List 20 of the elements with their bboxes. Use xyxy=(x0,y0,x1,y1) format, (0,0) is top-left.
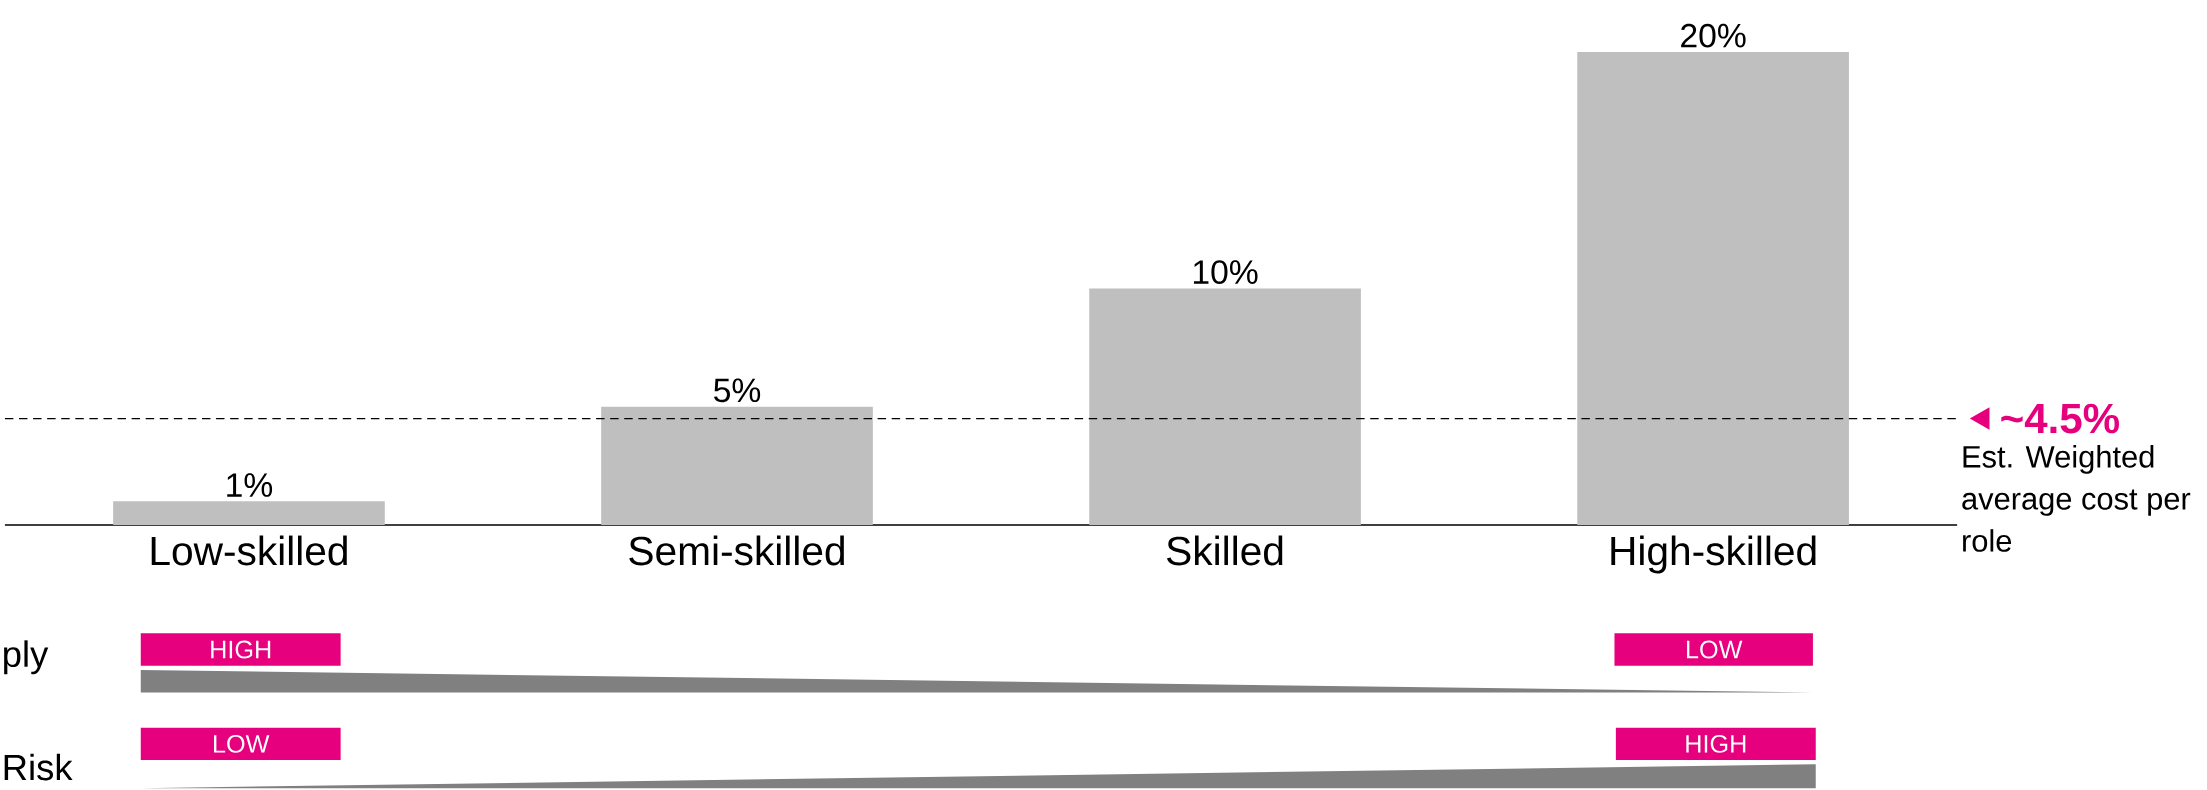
x-tick-label: Semi-skilled xyxy=(629,535,844,566)
bar xyxy=(1577,52,1849,526)
text: HIGH xyxy=(211,640,271,659)
text: LOW xyxy=(214,735,270,753)
ref-line-label: ~4.5% xyxy=(2001,403,2119,434)
data-label: 5% xyxy=(714,378,761,403)
x-tick-label: Low-skilled xyxy=(151,535,347,566)
data-label: 10% xyxy=(1193,260,1258,285)
bar xyxy=(601,406,873,526)
bar xyxy=(1089,288,1361,526)
text: LOW xyxy=(1687,640,1743,659)
text: HIGH xyxy=(1686,735,1746,753)
bar xyxy=(113,501,385,526)
data-label: 20% xyxy=(1681,23,1746,48)
text: Risk xyxy=(4,753,73,781)
x-tick-label: High-skilled xyxy=(1611,535,1816,574)
text: ply xyxy=(4,640,49,675)
data-label: 1% xyxy=(227,473,273,498)
text: Est. Weighted average cost per role xyxy=(1962,445,2191,553)
x-tick-label: Skilled xyxy=(1167,535,1283,566)
